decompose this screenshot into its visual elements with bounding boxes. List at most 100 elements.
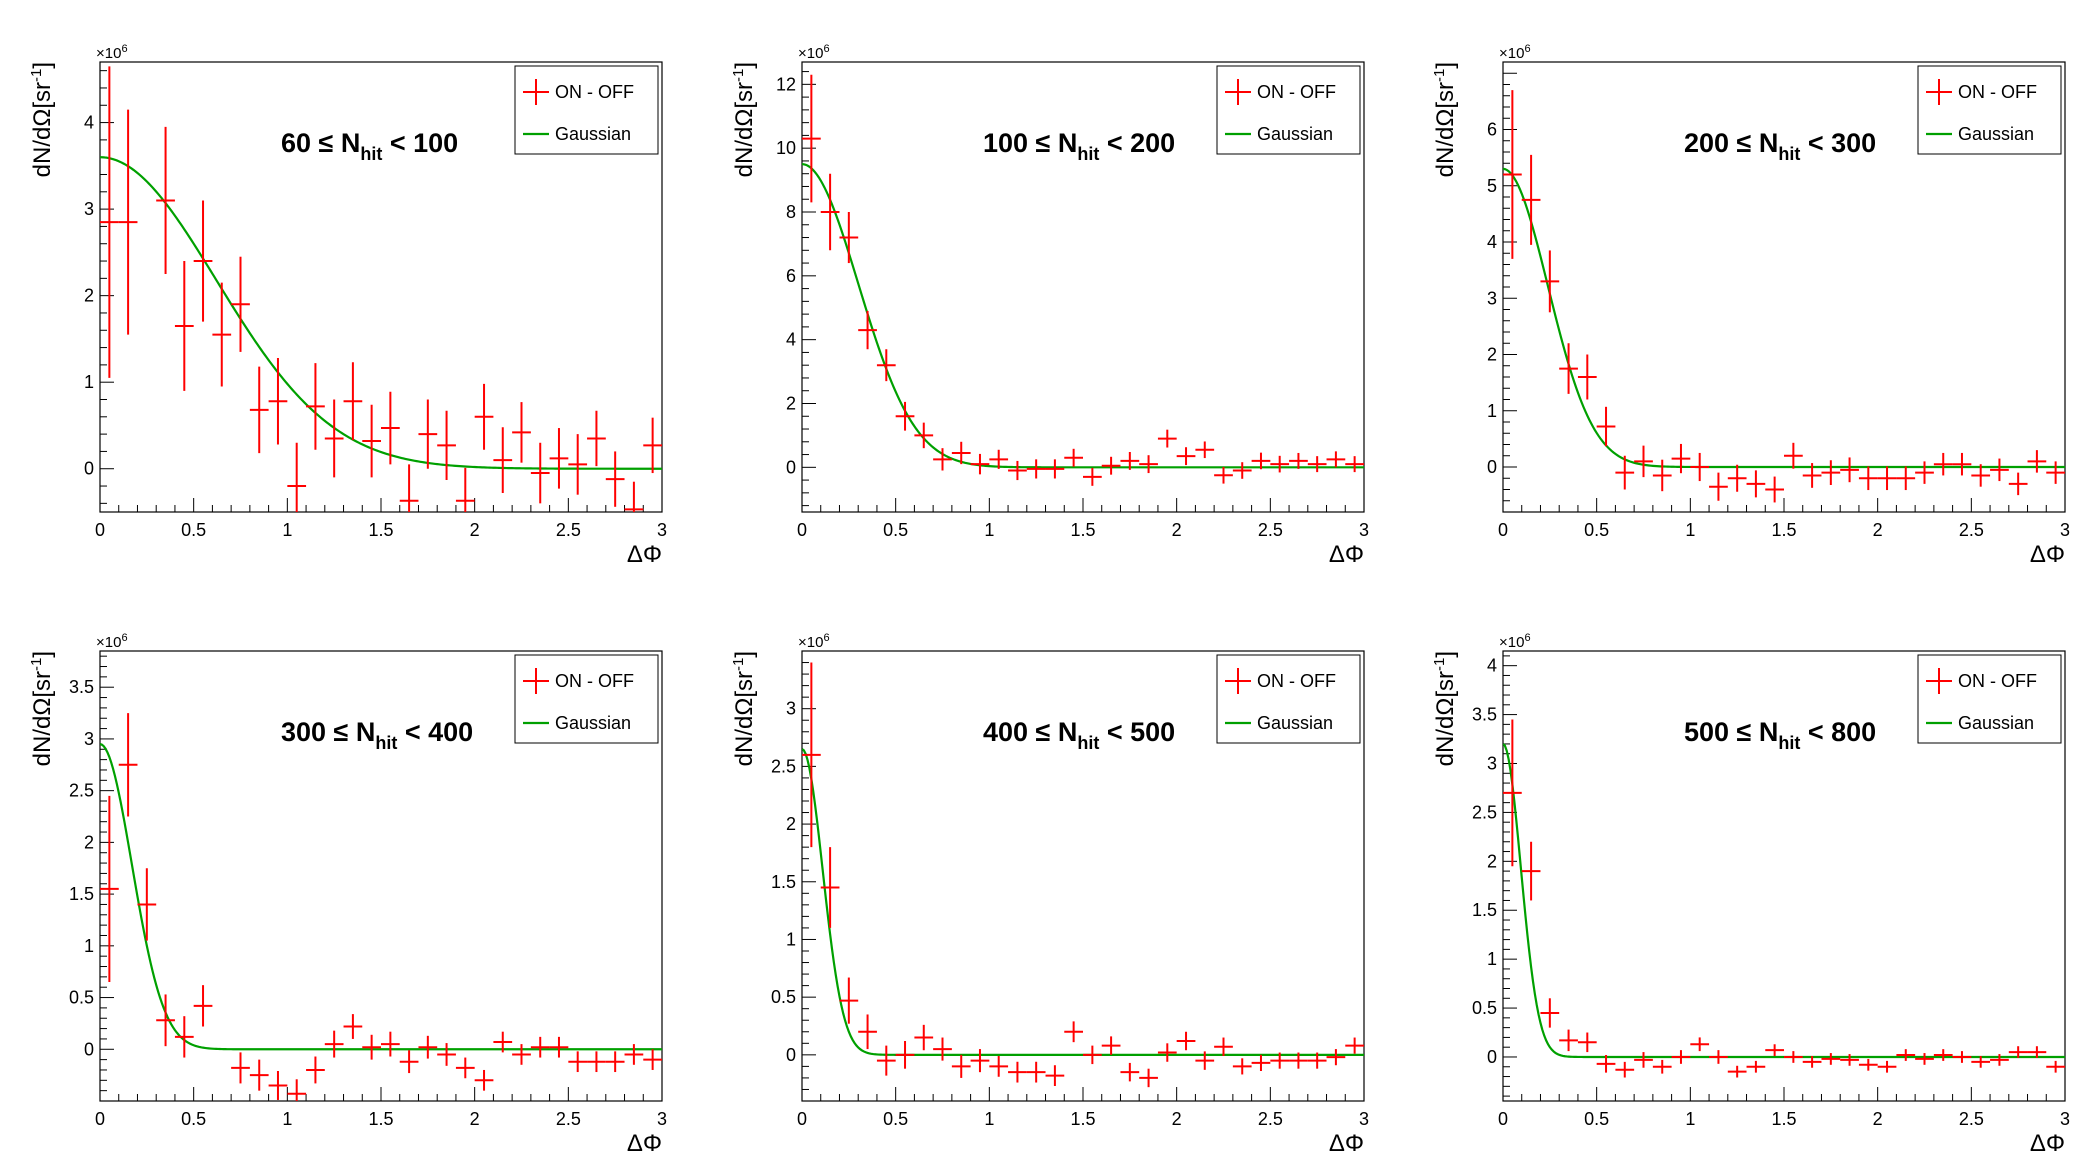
y-axis: 0 1 2 3 4 5 6 [1487, 61, 1517, 513]
data-point [1540, 998, 1560, 1028]
panel-2: 0 0.5 1 1.5 2 2.5 3 0 2 4 6 8 10 12×106 dN/dΩ[sr-1] ΔΦ 1… [730, 43, 1369, 568]
data-point [1345, 456, 1364, 473]
data-point [1521, 154, 1541, 245]
data-point [1232, 1058, 1252, 1075]
y-tick-label: 8 [786, 202, 796, 222]
panel-4: 0 0.5 1 1.5 2 2.5 3 0 0.5 1 1.5 2 2.5 3 3.5 ×106 dN/dΩ[s… [28, 632, 667, 1157]
data-point [1915, 1053, 1934, 1065]
data-point [876, 349, 896, 382]
nhit-range-label: 200 ≤ Nhit < 300 [1684, 128, 1876, 164]
x-tick-label: 3 [1359, 520, 1369, 540]
x-axis: 0 0.5 1 1.5 2 2.5 3 [1498, 1087, 2070, 1129]
data-point [174, 261, 194, 391]
x-tick-label: 1.5 [1070, 520, 1095, 540]
legend-label-data: ON - OFF [555, 671, 634, 691]
x-tick-label: 1 [1685, 1109, 1695, 1129]
data-point [455, 1057, 475, 1079]
x-tick-label: 2 [1172, 520, 1182, 540]
x-tick-label: 3 [657, 520, 667, 540]
y-tick-label: 1.5 [69, 884, 94, 904]
x-axis: 0 0.5 1 1.5 2 2.5 3 [95, 498, 667, 540]
data-point [1765, 1044, 1784, 1056]
data-point [1746, 1060, 1766, 1073]
data-point [1270, 1052, 1290, 1069]
x-tick-label: 1.5 [368, 1109, 393, 1129]
x-tick-label: 2.5 [556, 520, 581, 540]
data-point [1727, 1065, 1747, 1078]
data-point [1634, 1052, 1653, 1068]
data-point [437, 410, 456, 480]
data-point [231, 256, 250, 352]
data-point [2046, 1060, 2065, 1073]
data-point [1896, 1049, 1916, 1061]
data-point [1176, 1031, 1196, 1051]
data-point [474, 1069, 494, 1091]
y-tick-label: 2 [84, 286, 94, 306]
y-tick-label: 3 [1487, 754, 1497, 774]
x-tick-label: 2.5 [1959, 520, 1984, 540]
x-tick-label: 2.5 [1959, 1109, 1984, 1129]
data-point [820, 173, 840, 251]
x-tick-label: 3 [1359, 1109, 1369, 1129]
x-tick-label: 1 [282, 520, 292, 540]
y-tick-label: 0 [1487, 457, 1497, 477]
data-point [156, 994, 175, 1047]
data-point [1577, 1032, 1597, 1053]
legend: ON - OFF Gaussian [1216, 654, 1361, 744]
x-tick-label: 0.5 [1584, 1109, 1609, 1129]
legend-box [1216, 65, 1361, 155]
y-tick-label: 0 [786, 1045, 796, 1065]
x-axis-title: ΔΦ [2030, 541, 2065, 568]
y-tick-label: 1 [1487, 949, 1497, 969]
y-tick-label: 2 [1487, 345, 1497, 365]
data-point [399, 1050, 419, 1074]
data-point [1559, 343, 1578, 394]
data-point [1652, 459, 1672, 492]
data-point [895, 1041, 915, 1069]
data-point [2027, 450, 2047, 473]
data-point [493, 427, 513, 493]
data-point [989, 1056, 1009, 1077]
gaussian-fit-line [1503, 743, 2065, 1059]
panel-3: 0 0.5 1 1.5 2 2.5 3 0 1 2 3 4 5 6 ×106 dN/dΩ[sr-1] ΔΦ 200… [1431, 43, 2070, 568]
legend: ON - OFF Gaussian [514, 654, 659, 744]
data-point [1671, 443, 1691, 474]
legend-box [1917, 654, 2062, 744]
y-tick-label: 3 [84, 199, 94, 219]
x-tick-label: 0 [1498, 520, 1508, 540]
data-point [362, 1034, 381, 1060]
x-tick-label: 2.5 [1258, 520, 1283, 540]
data-point [624, 481, 644, 512]
y-tick-label: 3 [786, 699, 796, 719]
data-point [970, 453, 990, 475]
panel-6: 0 0.5 1 1.5 2 2.5 3 0 0.5 1 1.5 2 2.5 3 3.5 4×106 dN/dΩ[… [1431, 632, 2070, 1157]
nhit-range-label: 300 ≤ Nhit < 400 [281, 717, 473, 753]
y-tick-label: 0.5 [69, 988, 94, 1008]
data-point [839, 212, 859, 264]
y-axis: 0 2 4 6 8 10 12 [776, 71, 816, 507]
y-tick-label: 0 [84, 459, 94, 479]
data-point [268, 1071, 288, 1100]
data-point [1139, 1068, 1158, 1088]
data-point [1915, 461, 1934, 484]
y-exponent-label: ×106 [1499, 632, 1531, 651]
y-axis-title: dN/dΩ[sr-1] [730, 651, 758, 766]
data-point [1802, 463, 1822, 488]
data-point [1307, 456, 1327, 473]
data-point [1765, 476, 1784, 503]
y-tick-label: 1.5 [1472, 900, 1497, 920]
data-point [914, 422, 934, 449]
x-axis: 0 0.5 1 1.5 2 2.5 3 [95, 1087, 667, 1129]
data-point [1933, 452, 1953, 476]
data-point [493, 1031, 513, 1053]
y-tick-label: 5 [1487, 176, 1497, 196]
data-point [1952, 452, 1972, 476]
data-point [100, 795, 119, 983]
y-tick-label: 4 [786, 330, 796, 350]
data-point [970, 1049, 990, 1073]
x-tick-label: 1.5 [1771, 520, 1796, 540]
legend-label-data: ON - OFF [555, 82, 634, 102]
plot-area [802, 662, 1364, 1088]
data-point [568, 434, 588, 495]
data-point [118, 713, 138, 817]
